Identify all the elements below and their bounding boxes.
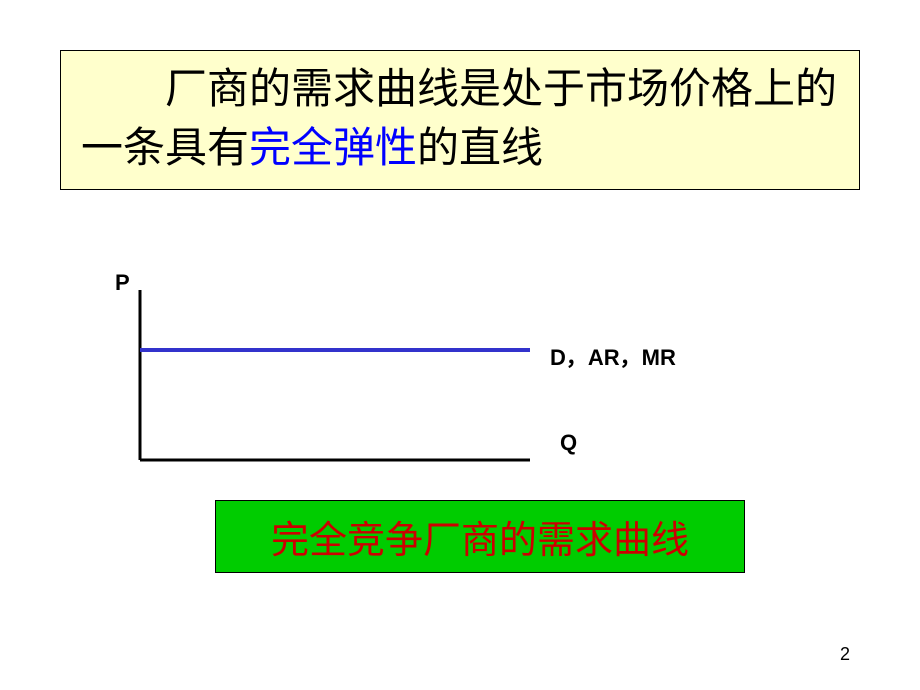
x-axis-label: Q bbox=[560, 430, 577, 456]
demand-line-label: D，AR，MR bbox=[550, 340, 676, 372]
main-text-highlight: 完全弹性 bbox=[249, 126, 417, 172]
caption-text: 完全竞争厂商的需求曲线 bbox=[271, 520, 689, 562]
y-axis-label: P bbox=[115, 270, 130, 296]
caption-box: 完全竞争厂商的需求曲线 bbox=[215, 500, 745, 573]
main-text-part2: 的直线 bbox=[417, 126, 543, 172]
diagram-svg bbox=[130, 290, 550, 470]
page-number: 2 bbox=[840, 644, 850, 665]
demand-curve-diagram: P D，AR，MR Q bbox=[110, 300, 810, 500]
main-description-box: 厂商的需求曲线是处于市场价格上的一条具有完全弹性的直线 bbox=[60, 50, 860, 190]
